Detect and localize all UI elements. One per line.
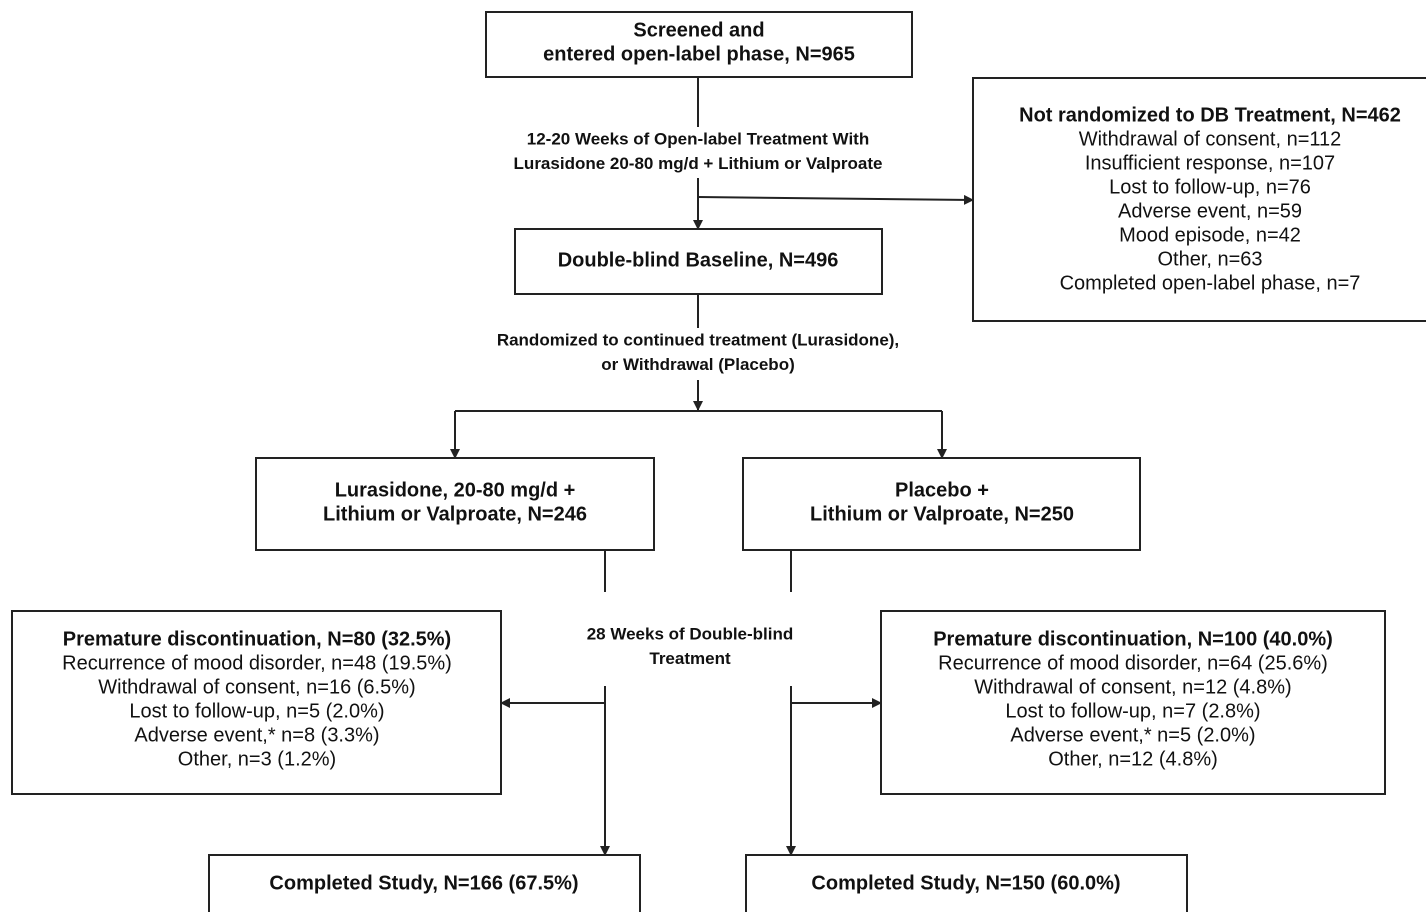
box-title: Completed Study, N=166 (67.5%)	[269, 872, 578, 894]
box-title: Lurasidone, 20-80 mg/d +	[335, 479, 576, 501]
box-item: Withdrawal of consent, n=112	[1079, 128, 1342, 150]
box-item: Other, n=63	[1157, 248, 1262, 270]
box-item: Adverse event, n=59	[1118, 200, 1302, 222]
box-item: Completed open-label phase, n=7	[1060, 272, 1361, 294]
box-item: Adverse event,* n=5 (2.0%)	[1010, 724, 1255, 746]
box-title: Premature discontinuation, N=80 (32.5%)	[63, 628, 451, 650]
box-title: Completed Study, N=150 (60.0%)	[811, 872, 1120, 894]
edge-label: Randomized to continued treatment (Luras…	[497, 330, 899, 349]
box-title: Premature discontinuation, N=100 (40.0%)	[933, 628, 1333, 650]
box-item: Insufficient response, n=107	[1085, 152, 1335, 174]
box-item: Mood episode, n=42	[1119, 224, 1301, 246]
box-item: Recurrence of mood disorder, n=48 (19.5%…	[62, 652, 452, 674]
box	[514, 228, 883, 295]
box-item: Lost to follow-up, n=7 (2.8%)	[1005, 700, 1260, 722]
arrow	[697, 194, 974, 205]
box-title: Screened and	[633, 19, 764, 41]
box-item: Adverse event,* n=8 (3.3%)	[134, 724, 379, 746]
box-title: entered open-label phase, N=965	[543, 43, 855, 65]
edge-label: Treatment	[649, 649, 731, 668]
box	[255, 457, 655, 551]
box	[11, 610, 502, 795]
edge-label: or Withdrawal (Placebo)	[601, 355, 794, 374]
box	[880, 610, 1386, 795]
box-title: Double-blind Baseline, N=496	[558, 249, 839, 271]
box-title: Lithium or Valproate, N=250	[810, 503, 1074, 525]
edge-label: Lurasidone 20-80 mg/d + Lithium or Valpr…	[514, 154, 883, 173]
box-title: Not randomized to DB Treatment, N=462	[1019, 104, 1401, 126]
box-item: Recurrence of mood disorder, n=64 (25.6%…	[938, 652, 1328, 674]
box	[972, 77, 1426, 322]
box	[742, 457, 1141, 551]
edge-label: 28 Weeks of Double-blind	[587, 624, 794, 643]
box-item: Withdrawal of consent, n=12 (4.8%)	[974, 676, 1291, 698]
box-item: Withdrawal of consent, n=16 (6.5%)	[98, 676, 415, 698]
box	[745, 854, 1188, 912]
box	[208, 854, 641, 912]
box-item: Lost to follow-up, n=76	[1109, 176, 1311, 198]
box	[485, 11, 913, 78]
box-item: Other, n=12 (4.8%)	[1048, 748, 1218, 770]
edge-label: 12-20 Weeks of Open-label Treatment With	[527, 129, 869, 148]
box-title: Lithium or Valproate, N=246	[323, 503, 587, 525]
box-title: Placebo +	[895, 479, 989, 501]
connectors	[450, 77, 974, 856]
box-item: Other, n=3 (1.2%)	[178, 748, 336, 770]
box-item: Lost to follow-up, n=5 (2.0%)	[129, 700, 384, 722]
